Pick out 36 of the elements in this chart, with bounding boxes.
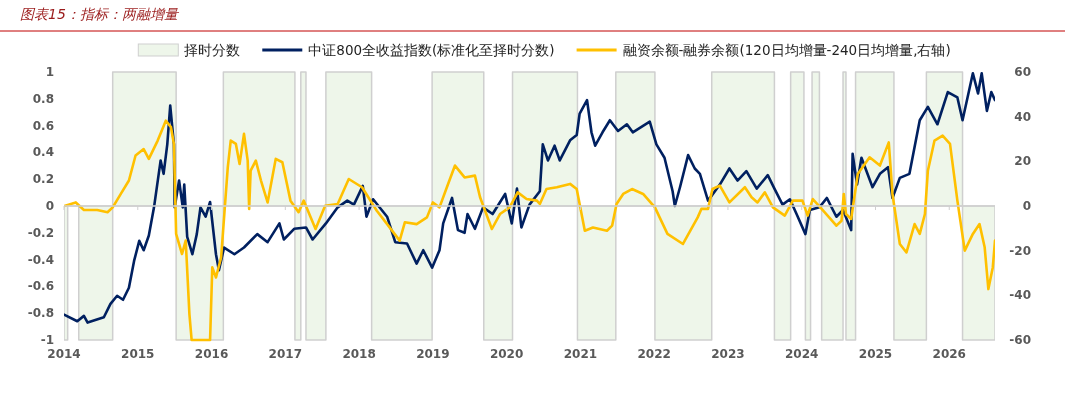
x-tick-label: 2022	[637, 347, 671, 361]
y-tick-label: 0	[45, 199, 54, 213]
x-tick-label: 2026	[932, 347, 966, 361]
x-tick-label: 2017	[268, 347, 303, 361]
x-tick-label: 2024	[785, 347, 819, 361]
y-tick-label: 0.8	[32, 91, 54, 106]
legend-label: 择时分数	[184, 42, 241, 58]
y-tick-label: -0.6	[27, 279, 54, 294]
y-tick-label: 0.4	[32, 145, 54, 160]
line-series	[64, 119, 995, 342]
x-tick-label: 2023	[711, 347, 745, 361]
y2-tick-label: -60	[1009, 333, 1031, 347]
x-tick-label: 2025	[858, 347, 893, 361]
x-tick-label: 2014	[47, 347, 81, 361]
y-tick-label: -0.8	[27, 306, 54, 321]
y2-tick-label: 0	[1022, 199, 1031, 213]
y2-tick-label: -20	[1009, 243, 1031, 258]
y2-tick-label: -40	[1009, 288, 1031, 303]
x-tick-label: 2021	[563, 347, 598, 361]
x-tick-label: 2018	[342, 347, 376, 361]
x-tick-label: 2020	[489, 347, 524, 361]
legend-label: 融资余额-融券余额(120日均增量-240日均增量,右轴)	[622, 42, 951, 58]
y-tick-label: 0.6	[32, 118, 54, 133]
y-tick-label: 1	[45, 65, 54, 79]
y2-tick-label: 20	[1014, 154, 1031, 169]
x-tick-label: 2016	[194, 347, 229, 361]
x-tick-label: 2019	[416, 347, 450, 361]
legend-label: 中证800全收益指数(标准化至择时分数)	[308, 42, 555, 58]
y-tick-label: -0.2	[27, 225, 54, 240]
y-tick-label: -1	[40, 333, 54, 347]
chart-title: 图表15：指标：两融增量	[20, 6, 180, 22]
y2-tick-label: 60	[1014, 65, 1031, 79]
x-tick-label: 2015	[121, 347, 155, 361]
y-tick-label: 0.2	[32, 172, 54, 187]
y-tick-label: -0.4	[27, 252, 54, 267]
y2-tick-label: 40	[1014, 109, 1031, 124]
